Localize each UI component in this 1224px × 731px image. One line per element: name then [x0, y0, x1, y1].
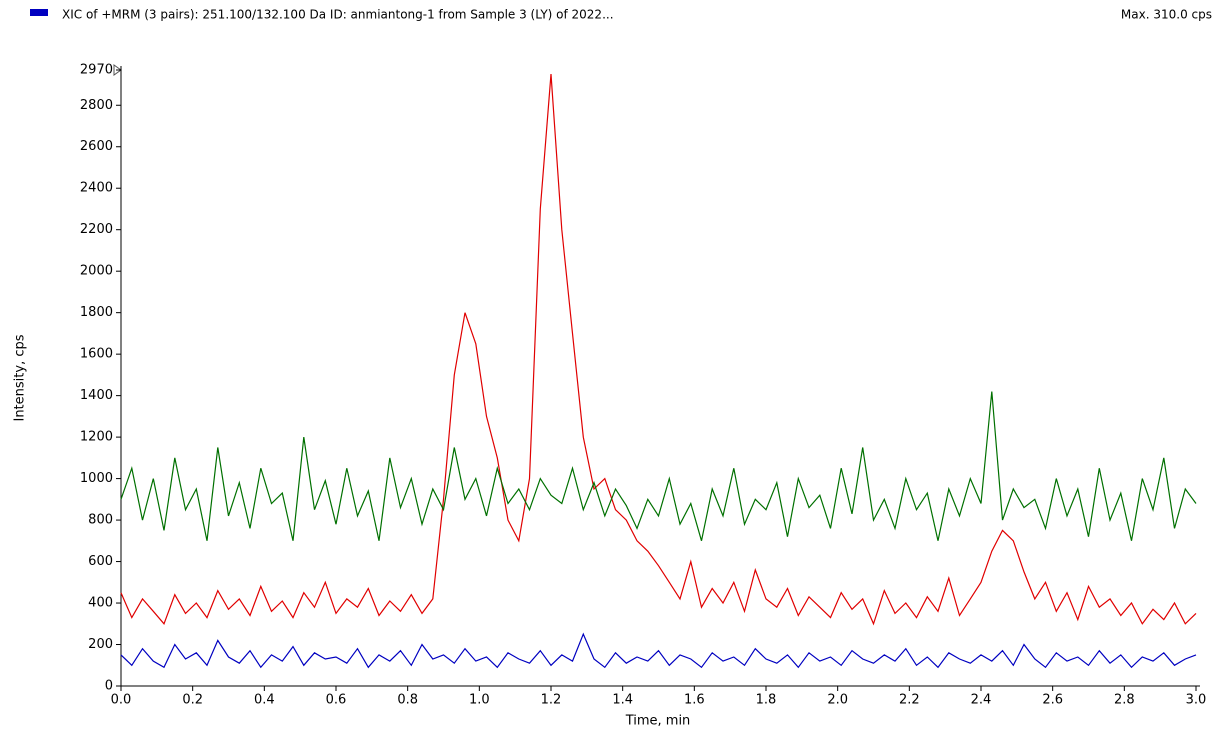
y-tick-label: 2200 [80, 222, 113, 237]
y-tick-label: 2000 [80, 264, 113, 279]
y-tick-label: 400 [88, 596, 113, 611]
x-tick-label: 1.6 [684, 693, 705, 708]
x-tick-label: 2.8 [1114, 693, 1135, 708]
x-tick-label: 2.0 [827, 693, 848, 708]
data-line [120, 74, 1197, 626]
y-tick-label: 1200 [80, 430, 113, 445]
y-tick-label: 0 [105, 679, 113, 694]
max-label: Max. 310.0 cps [1121, 8, 1212, 22]
y-tick-label: 200 [88, 637, 113, 652]
y-tick-label: 1600 [80, 347, 113, 362]
chart-title: XIC of +MRM (3 pairs): 251.100/132.100 D… [62, 8, 614, 22]
y-tick-label: 2400 [80, 181, 113, 196]
y-tick-label: 2800 [80, 98, 113, 113]
y-tick-label: 1400 [80, 388, 113, 403]
y-tick-label: 600 [88, 554, 113, 569]
x-tick-label: 2.4 [971, 693, 992, 708]
y-tick-label: 1800 [80, 305, 113, 320]
x-tick-label: 1.4 [612, 693, 633, 708]
x-tick-label: 1.2 [541, 693, 562, 708]
y-tick-label: 2970 [80, 63, 113, 78]
y-tick-label: 800 [88, 513, 113, 528]
x-tick-label: 3.0 [1186, 693, 1207, 708]
x-tick-label: 0.6 [326, 693, 347, 708]
x-tick-label: 0.8 [397, 693, 418, 708]
x-tick-label: 2.6 [1042, 693, 1063, 708]
x-tick-label: 0.2 [182, 693, 203, 708]
x-tick-label: 1.0 [469, 693, 490, 708]
x-tick-label: 0.0 [111, 693, 132, 708]
legend-swatch [30, 9, 48, 16]
x-tick-label: 2.2 [899, 693, 920, 708]
y-tick-label: 1000 [80, 471, 113, 486]
y-axis-label: Intensity, cps [13, 334, 28, 421]
x-tick-label: 1.8 [756, 693, 777, 708]
data-line [120, 632, 1197, 669]
x-axis-label: Time, min [625, 714, 691, 729]
y-tick-label: 2600 [80, 139, 113, 154]
data-line [120, 391, 1197, 541]
x-tick-label: 0.4 [254, 693, 275, 708]
